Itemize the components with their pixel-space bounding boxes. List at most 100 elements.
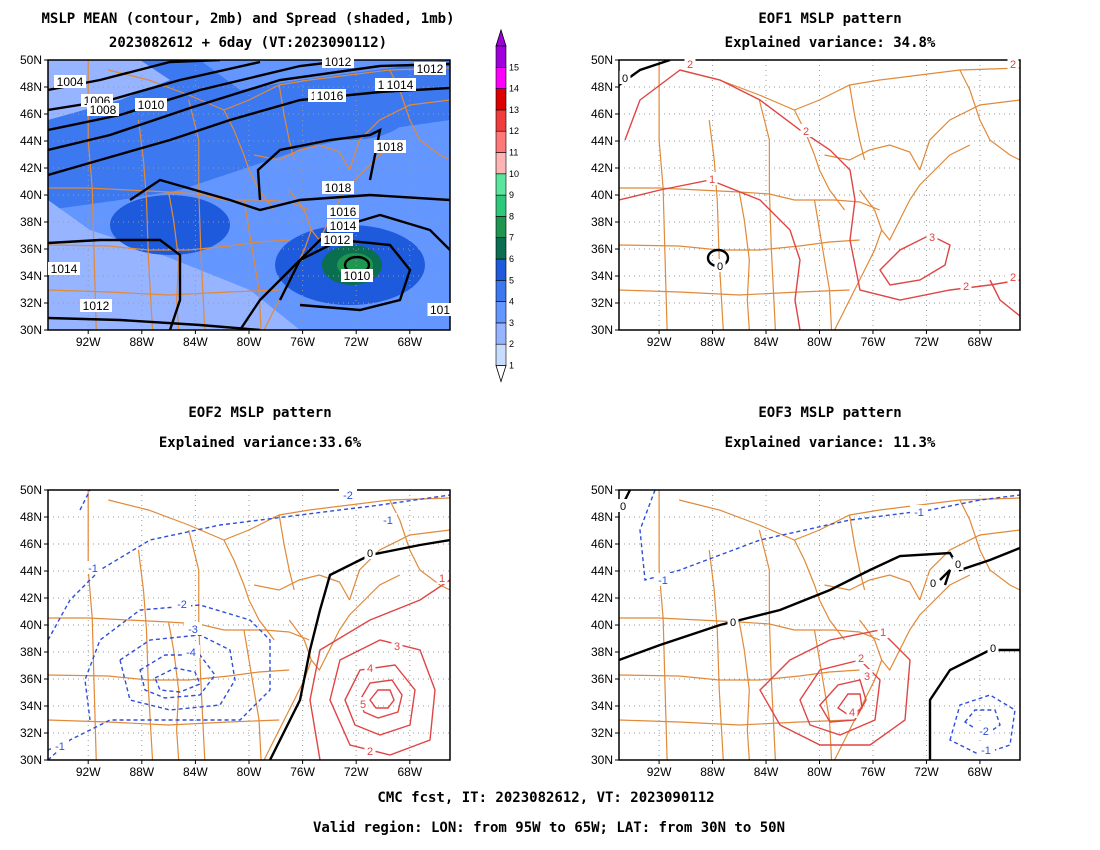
eof3-lat-label: 50N xyxy=(591,483,613,497)
eof2-contour-label-bg xyxy=(339,488,357,501)
eof1-lat-label: 30N xyxy=(591,323,613,337)
eof2-lon-label: 80W xyxy=(237,765,262,779)
eof1-contour-label-bg xyxy=(960,279,972,292)
mean-lat-label: 34N xyxy=(20,269,42,283)
mean-lat-label: 30N xyxy=(20,323,42,337)
eof3-contour-label-bg xyxy=(617,499,629,512)
eof2-contour-label-bg xyxy=(51,739,69,752)
eof3-lat-label: 36N xyxy=(591,672,613,686)
eof3-contour-label-bg xyxy=(927,576,939,589)
eof1-lat-label: 50N xyxy=(591,53,613,67)
mean-contour-label: 1018 xyxy=(325,181,352,195)
eof2-contour-label: 2 xyxy=(367,746,373,758)
eof1-contour-label-bg xyxy=(1007,57,1019,70)
eof3-lat-label: 40N xyxy=(591,618,613,632)
eof1-contour-label: 0 xyxy=(717,261,723,273)
eof2-lat-label: 38N xyxy=(20,645,42,659)
mean-contour-label: 1014 xyxy=(330,219,357,233)
eof2-lat-label: 34N xyxy=(20,699,42,713)
eof3-lat-label: 32N xyxy=(591,726,613,740)
colorbar-swatch xyxy=(495,216,507,238)
mean-contour-label-bg xyxy=(327,205,359,218)
mean-title-line1: MSLP MEAN (contour, 2mb) and Spread (sha… xyxy=(41,11,454,27)
mean-contour-label-bg xyxy=(321,233,353,246)
colorbar-swatch xyxy=(495,301,507,324)
eof3-contour-label: 0 xyxy=(730,617,736,629)
eof3-title: EOF3 MSLP pattern xyxy=(758,405,901,421)
eof1-lon-label: 92W xyxy=(647,335,672,349)
mean-contour-label-bg xyxy=(341,269,373,282)
eof3-contour-label: 1 xyxy=(880,627,886,639)
eof2-lat-label: 30N xyxy=(20,753,42,767)
eof3-lat-label: 30N xyxy=(591,753,613,767)
eof3-lon-label: 88W xyxy=(700,765,725,779)
mean-lon-label: 88W xyxy=(129,335,154,349)
eof1-contour-label: 2 xyxy=(963,281,969,293)
colorbar-swatch xyxy=(495,279,507,302)
mean-contour-label-bg xyxy=(322,181,354,194)
eof1-contour-label: 2 xyxy=(803,126,809,138)
colorbar-swatch xyxy=(495,130,507,153)
eof2-contour-label-bg xyxy=(184,622,202,635)
eof3-contour-label: 2 xyxy=(858,653,864,665)
eof1-lat-label: 46N xyxy=(591,107,613,121)
eof3-contour-label: 3 xyxy=(864,671,870,683)
eof3-contour-label: -1 xyxy=(914,507,924,519)
eof3-lon-label: 92W xyxy=(647,765,672,779)
eof2-lat-label: 46N xyxy=(20,537,42,551)
eof3-contour-label-bg xyxy=(846,705,858,718)
eof2-variance: Explained variance:33.6% xyxy=(159,435,362,451)
eof2-contour-label: -1 xyxy=(88,563,98,575)
eof3-lat-label: 44N xyxy=(591,564,613,578)
colorbar-label: 10 xyxy=(509,169,519,179)
mean-contour-label: 1012 xyxy=(417,62,444,76)
eof2-contour-label: 3 xyxy=(394,641,400,653)
mean-contour-label-bg xyxy=(80,299,112,312)
eof2-contour-label: -1 xyxy=(383,515,393,527)
colorbar-swatch xyxy=(495,173,507,196)
mean-lat-label: 50N xyxy=(20,53,42,67)
mean-contour-label-bg xyxy=(314,89,346,102)
eof3-contour-label-bg xyxy=(987,641,999,654)
colorbar-swatch xyxy=(495,322,507,345)
eof3-contour-label-bg xyxy=(727,615,739,628)
eof1-lat-label: 42N xyxy=(591,161,613,175)
eof3-lon-label: 84W xyxy=(754,765,779,779)
mean-lon-label: 68W xyxy=(397,335,422,349)
mean-lon-label: 76W xyxy=(290,335,315,349)
eof2-contour-label-bg xyxy=(364,744,376,757)
mean-lon-label: 92W xyxy=(76,335,101,349)
eof3-variance: Explained variance: 11.3% xyxy=(725,435,936,451)
mean-contour-label-bg xyxy=(374,140,406,153)
eof2-contour-label: -2 xyxy=(177,599,187,611)
mean-lon-label: 84W xyxy=(183,335,208,349)
eof1-contours xyxy=(619,60,1020,330)
eof1-title: EOF1 MSLP pattern xyxy=(758,11,901,27)
eof3-contour-label: -2 xyxy=(979,726,989,738)
eof1-lon-label: 76W xyxy=(861,335,886,349)
mean-lat-label: 40N xyxy=(20,188,42,202)
colorbar-bottom-arrow xyxy=(495,365,507,383)
mean-contour-label: 1012 xyxy=(324,233,351,247)
mean-lat-label: 48N xyxy=(20,80,42,94)
colorbar-label: 11 xyxy=(509,148,518,158)
eof1-lat-label: 44N xyxy=(591,134,613,148)
eof1-contour-label-bg xyxy=(706,172,718,185)
eof2-contour-label-bg xyxy=(357,697,369,710)
eof2-contour-label: 1 xyxy=(439,573,445,585)
eof3-lat-label: 48N xyxy=(591,510,613,524)
mean-lon-label: 80W xyxy=(237,335,262,349)
mean-contour-label: 1014 xyxy=(51,262,78,276)
eof3-contour-label: 4 xyxy=(849,707,855,719)
colorbar-swatch xyxy=(495,88,507,111)
eof2-lat-label: 36N xyxy=(20,672,42,686)
colorbar-label: 6 xyxy=(509,254,514,264)
mean-lon-label: 72W xyxy=(344,335,369,349)
eof3-lon-label: 72W xyxy=(914,765,939,779)
colorbar-label: 9 xyxy=(509,190,514,200)
eof2-contour-label: -1 xyxy=(55,741,65,753)
mean-contour-label: 1010 xyxy=(344,269,371,283)
eof3-contour-label-bg xyxy=(910,505,928,518)
colorbar-swatch xyxy=(495,152,507,175)
mean-lat-label: 44N xyxy=(20,134,42,148)
